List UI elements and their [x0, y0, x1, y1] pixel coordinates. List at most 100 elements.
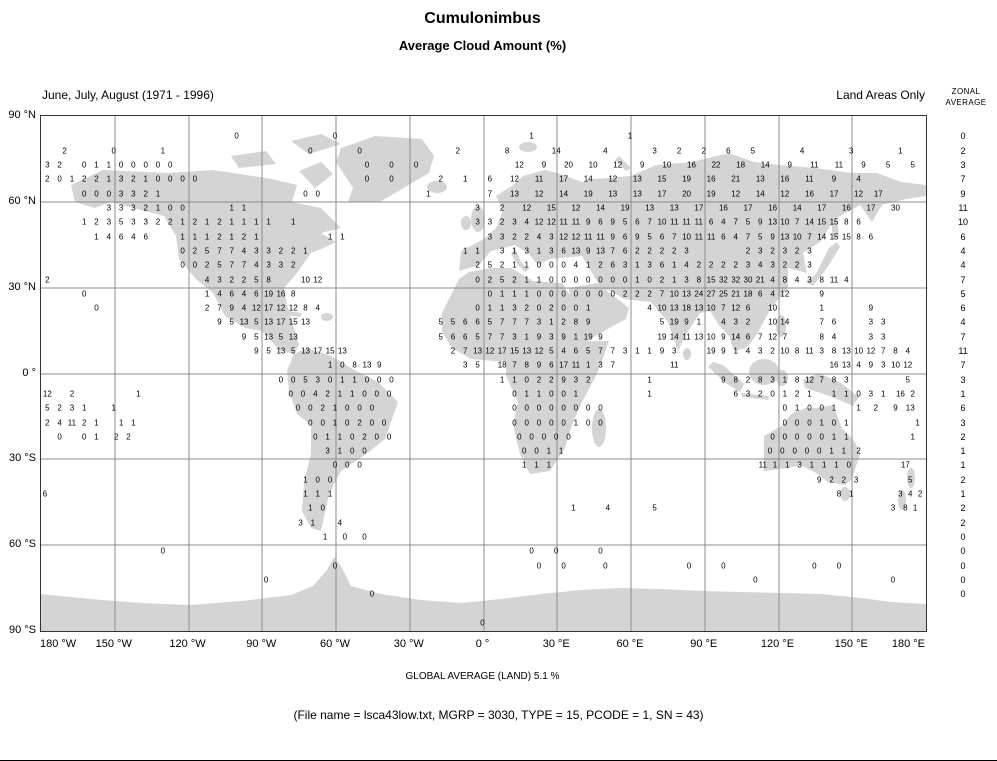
grid-value: 6 [726, 146, 731, 156]
grid-value: 27 [706, 289, 716, 299]
grid-value: 11 [834, 160, 844, 170]
grid-value: 1 [322, 532, 328, 542]
grid-value: 5 [438, 317, 443, 327]
grid-value: 1 [241, 217, 247, 227]
grid-value: 2 [585, 375, 591, 385]
grid-value: 5 [885, 160, 891, 170]
grid-value: 8 [733, 375, 738, 385]
grid-value: 0 [770, 389, 775, 399]
zonal-average-value: 0 [960, 532, 966, 542]
grid-value: 8 [831, 375, 837, 385]
grid-value: 11 [694, 232, 703, 242]
zonal-average-value: 11 [958, 346, 968, 357]
grid-value: 0 [263, 575, 269, 585]
grid-value: 4 [745, 346, 751, 356]
grid-value: 14 [805, 217, 814, 227]
grid-value: 1 [106, 160, 112, 170]
zonal-average-value: 7 [960, 331, 966, 342]
grid-value: 7 [610, 360, 616, 370]
grid-value: 16 [841, 203, 851, 213]
grid-value: 7 [217, 246, 222, 256]
grid-value: 0 [598, 403, 603, 413]
grid-value: 2 [241, 275, 247, 284]
grid-value: 0 [524, 418, 529, 428]
lon-axis-label: 60 °W [319, 638, 351, 650]
grid-value: 0 [836, 561, 842, 571]
grid-value: 0 [536, 418, 542, 428]
grid-value: 0 [561, 275, 566, 284]
grid-value: 2 [708, 260, 714, 270]
grid-value: 13 [596, 246, 605, 256]
grid-value: 0 [770, 432, 775, 442]
grid-value: 0 [549, 389, 554, 399]
grid-value: 0 [342, 532, 348, 542]
grid-value: 1 [512, 260, 517, 270]
grid-value: 9 [585, 217, 591, 227]
grid-value: 0 [794, 432, 800, 442]
file-info-label: (File name = lsca43low.txt, MGRP = 3030,… [293, 708, 704, 722]
grid-value: 9 [640, 160, 645, 170]
grid-value: 1 [155, 189, 161, 199]
grid-value: 9 [254, 346, 259, 356]
grid-value: 12 [903, 360, 913, 370]
grid-value: 13 [694, 332, 704, 342]
grid-value: 1 [536, 246, 542, 256]
grid-value: 13 [669, 303, 679, 313]
grid-value: 17 [264, 303, 274, 313]
grid-value: 2 [745, 246, 751, 256]
grid-value: 0 [536, 289, 542, 299]
grid-value: 8 [819, 332, 824, 342]
grid-value: 4 [844, 275, 849, 284]
lon-axis-label: 90 °W [246, 638, 277, 650]
grid-value: 0 [753, 575, 758, 585]
zonal-average-value: 4 [960, 260, 966, 271]
grid-value: 3 [684, 275, 689, 284]
grid-value: 12 [780, 189, 790, 199]
grid-value: 0 [106, 189, 112, 199]
grid-value: 3 [143, 217, 148, 227]
grid-value: 0 [362, 532, 367, 542]
grid-value: 11 [670, 217, 679, 227]
grid-value: 1 [635, 260, 640, 270]
grid-value: 5 [290, 346, 296, 356]
grid-value: 1 [308, 503, 313, 513]
lat-axis-label: 30 °N [8, 280, 36, 293]
grid-value: 0 [308, 418, 313, 428]
grid-value: 1 [111, 403, 116, 413]
grid-value: 12 [42, 389, 52, 399]
grid-value: 5 [487, 260, 493, 270]
grid-value: 0 [364, 160, 370, 170]
grid-value: 2 [168, 217, 173, 227]
grid-value: 2 [873, 403, 879, 413]
grid-value: 1 [536, 275, 542, 284]
grid-value: 30 [891, 203, 900, 213]
grid-value: 2 [325, 389, 330, 399]
grid-value: 2 [204, 303, 210, 313]
grid-value: 0 [369, 418, 375, 428]
grid-value: 2 [758, 389, 763, 399]
grid-value: 0 [561, 260, 566, 270]
grid-value: 21 [731, 174, 741, 184]
grid-value: 2 [82, 418, 87, 428]
grid-value: 9 [721, 332, 726, 342]
grid-value: 1 [733, 346, 738, 356]
grid-value: 3 [278, 260, 284, 270]
grid-value: 20 [564, 160, 573, 170]
grid-value: 3 [325, 446, 330, 456]
grid-value: 11 [706, 232, 716, 242]
grid-value: 3 [549, 232, 554, 242]
grid-value: 0 [536, 561, 542, 571]
grid-value: 7 [512, 317, 517, 327]
grid-value: 2 [499, 260, 505, 270]
grid-value: 3 [549, 332, 554, 342]
grid-value: 1 [831, 389, 837, 399]
grid-value: 3 [782, 246, 788, 256]
grid-value: 0 [804, 446, 810, 456]
zonal-average-value: 11 [958, 202, 968, 213]
grid-value: 2 [549, 375, 554, 385]
grid-value: 0 [647, 275, 652, 284]
grid-value: 17 [559, 174, 569, 184]
chart-subtitle: Average Cloud Amount (%) [398, 38, 567, 53]
grid-value: 0 [585, 418, 591, 428]
grid-value: 2 [229, 275, 234, 284]
